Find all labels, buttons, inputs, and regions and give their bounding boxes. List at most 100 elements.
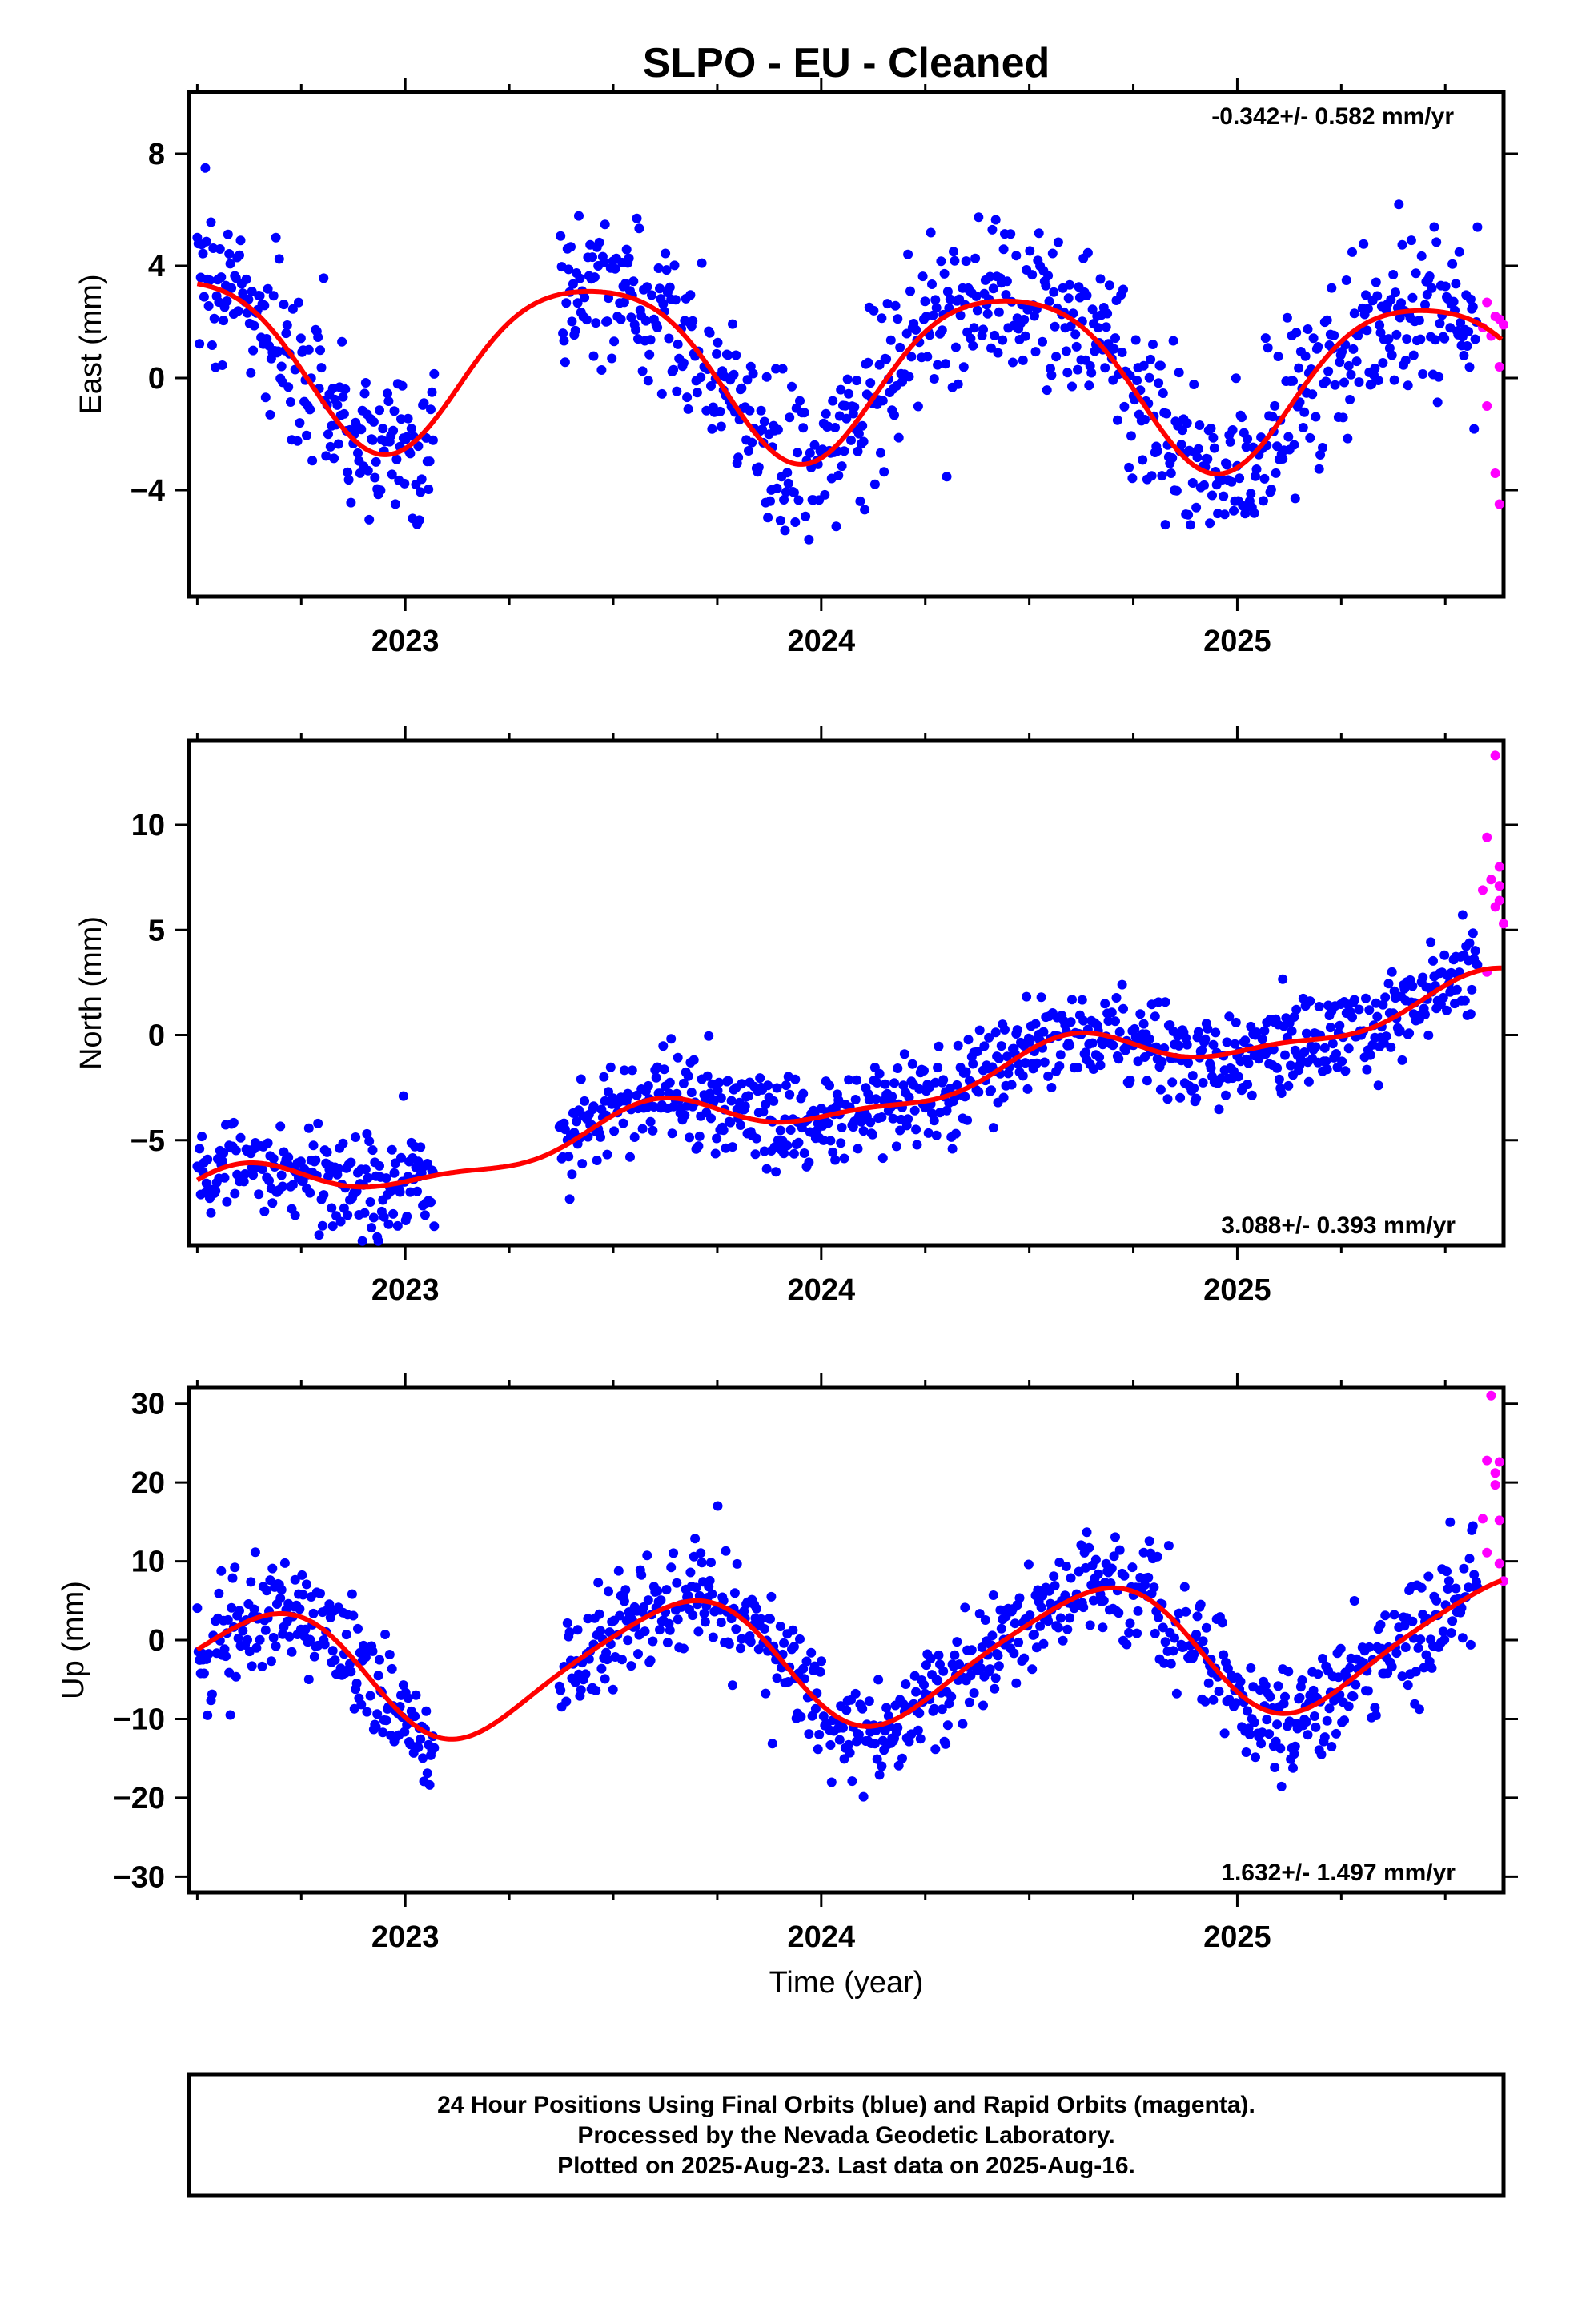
north-final-point <box>327 1221 338 1232</box>
up-final-point <box>911 1687 921 1697</box>
east-final-point <box>1462 341 1472 351</box>
up-final-point <box>626 1661 636 1671</box>
east-final-point <box>1439 333 1450 344</box>
east-final-point <box>982 308 993 319</box>
east-final-point <box>1112 415 1122 425</box>
east-rapid-point <box>1482 297 1492 308</box>
up-final-point <box>847 1776 857 1787</box>
north-final-point <box>678 1078 689 1088</box>
north-final-point <box>379 1212 389 1222</box>
up-final-point <box>708 1632 718 1642</box>
north-final-point <box>1314 1002 1324 1011</box>
north-final-point <box>1012 1025 1022 1035</box>
north-final-point <box>629 1132 640 1142</box>
up-final-point <box>570 1677 580 1687</box>
east-rapid-point <box>1499 320 1508 330</box>
east-final-point <box>853 446 863 456</box>
east-final-point <box>798 423 809 433</box>
east-final-point <box>839 446 849 456</box>
east-final-point <box>821 408 831 419</box>
east-final-point <box>424 485 434 494</box>
east-final-point <box>781 487 791 497</box>
up-final-point <box>1411 1667 1421 1677</box>
east-final-point <box>955 310 966 320</box>
east-final-point <box>591 318 601 328</box>
east-final-point <box>906 352 917 362</box>
up-final-point <box>850 1688 861 1699</box>
up-final-point <box>864 1696 874 1707</box>
north-final-point <box>303 1123 314 1133</box>
east-ytick-label: −4 <box>130 474 165 508</box>
up-final-point <box>672 1578 682 1588</box>
east-final-point <box>837 461 847 472</box>
up-final-point <box>1415 1634 1426 1645</box>
up-final-point <box>980 1615 990 1625</box>
north-final-point <box>1381 1031 1391 1042</box>
up-final-point <box>362 1707 372 1717</box>
east-final-point <box>429 368 440 379</box>
up-final-point <box>691 1582 701 1593</box>
east-final-point <box>1378 358 1388 368</box>
up-final-point <box>1387 1662 1397 1672</box>
east-final-point <box>216 272 227 283</box>
east-final-point <box>1157 471 1167 481</box>
east-final-point <box>790 517 801 527</box>
east-final-point <box>728 319 737 329</box>
up-final-point <box>302 1579 311 1590</box>
east-final-point <box>1146 471 1157 481</box>
up-final-point <box>235 1606 244 1616</box>
east-final-point <box>1146 354 1156 364</box>
up-final-point <box>353 1623 363 1634</box>
east-final-point <box>246 368 256 378</box>
up-final-point <box>930 1744 941 1755</box>
up-final-point <box>1416 1582 1427 1593</box>
up-final-point <box>1231 1698 1241 1708</box>
east-final-point <box>574 211 584 221</box>
up-final-point <box>1264 1729 1275 1739</box>
east-final-point <box>697 258 707 268</box>
north-final-point <box>576 1074 586 1084</box>
east-final-point <box>692 388 702 398</box>
north-final-point <box>1002 1051 1012 1062</box>
east-final-point <box>1126 431 1136 441</box>
up-final-point <box>669 1548 679 1558</box>
north-final-point <box>744 1091 753 1101</box>
east-final-point <box>1225 436 1235 447</box>
east-final-point <box>1191 502 1202 513</box>
east-final-point <box>1290 493 1300 504</box>
north-final-point <box>923 1128 934 1138</box>
east-final-point <box>747 437 757 448</box>
north-final-point <box>405 1187 416 1197</box>
up-final-point <box>795 1634 805 1644</box>
up-final-point <box>804 1729 814 1739</box>
east-final-point <box>928 310 938 320</box>
east-final-point <box>644 349 655 360</box>
up-final-point <box>1181 1606 1191 1617</box>
east-final-point <box>370 472 380 483</box>
east-final-point <box>1192 452 1203 463</box>
east-final-point <box>207 340 217 350</box>
up-final-point <box>619 1596 629 1606</box>
north-rapid-point <box>1478 885 1488 895</box>
north-ylabel: North (mm) <box>74 916 108 1070</box>
north-final-point <box>596 1132 605 1142</box>
up-final-point <box>1391 1648 1402 1659</box>
east-final-point <box>1299 407 1310 417</box>
east-final-point <box>665 282 675 292</box>
up-final-point <box>375 1655 384 1665</box>
up-final-point <box>919 1679 929 1690</box>
north-final-point <box>1160 997 1170 1007</box>
up-final-point <box>767 1739 777 1749</box>
north-final-point <box>1087 1038 1098 1048</box>
up-final-point <box>1375 1619 1386 1630</box>
north-final-point <box>592 1156 602 1165</box>
east-final-point <box>263 283 273 294</box>
east-final-point <box>604 293 613 304</box>
north-final-point <box>1094 1052 1105 1063</box>
east-final-point <box>831 521 841 532</box>
east-final-point <box>1307 389 1318 400</box>
east-fit-line <box>196 281 1504 476</box>
east-final-point <box>1046 370 1057 380</box>
up-final-point <box>914 1708 925 1719</box>
up-final-point <box>893 1723 903 1733</box>
